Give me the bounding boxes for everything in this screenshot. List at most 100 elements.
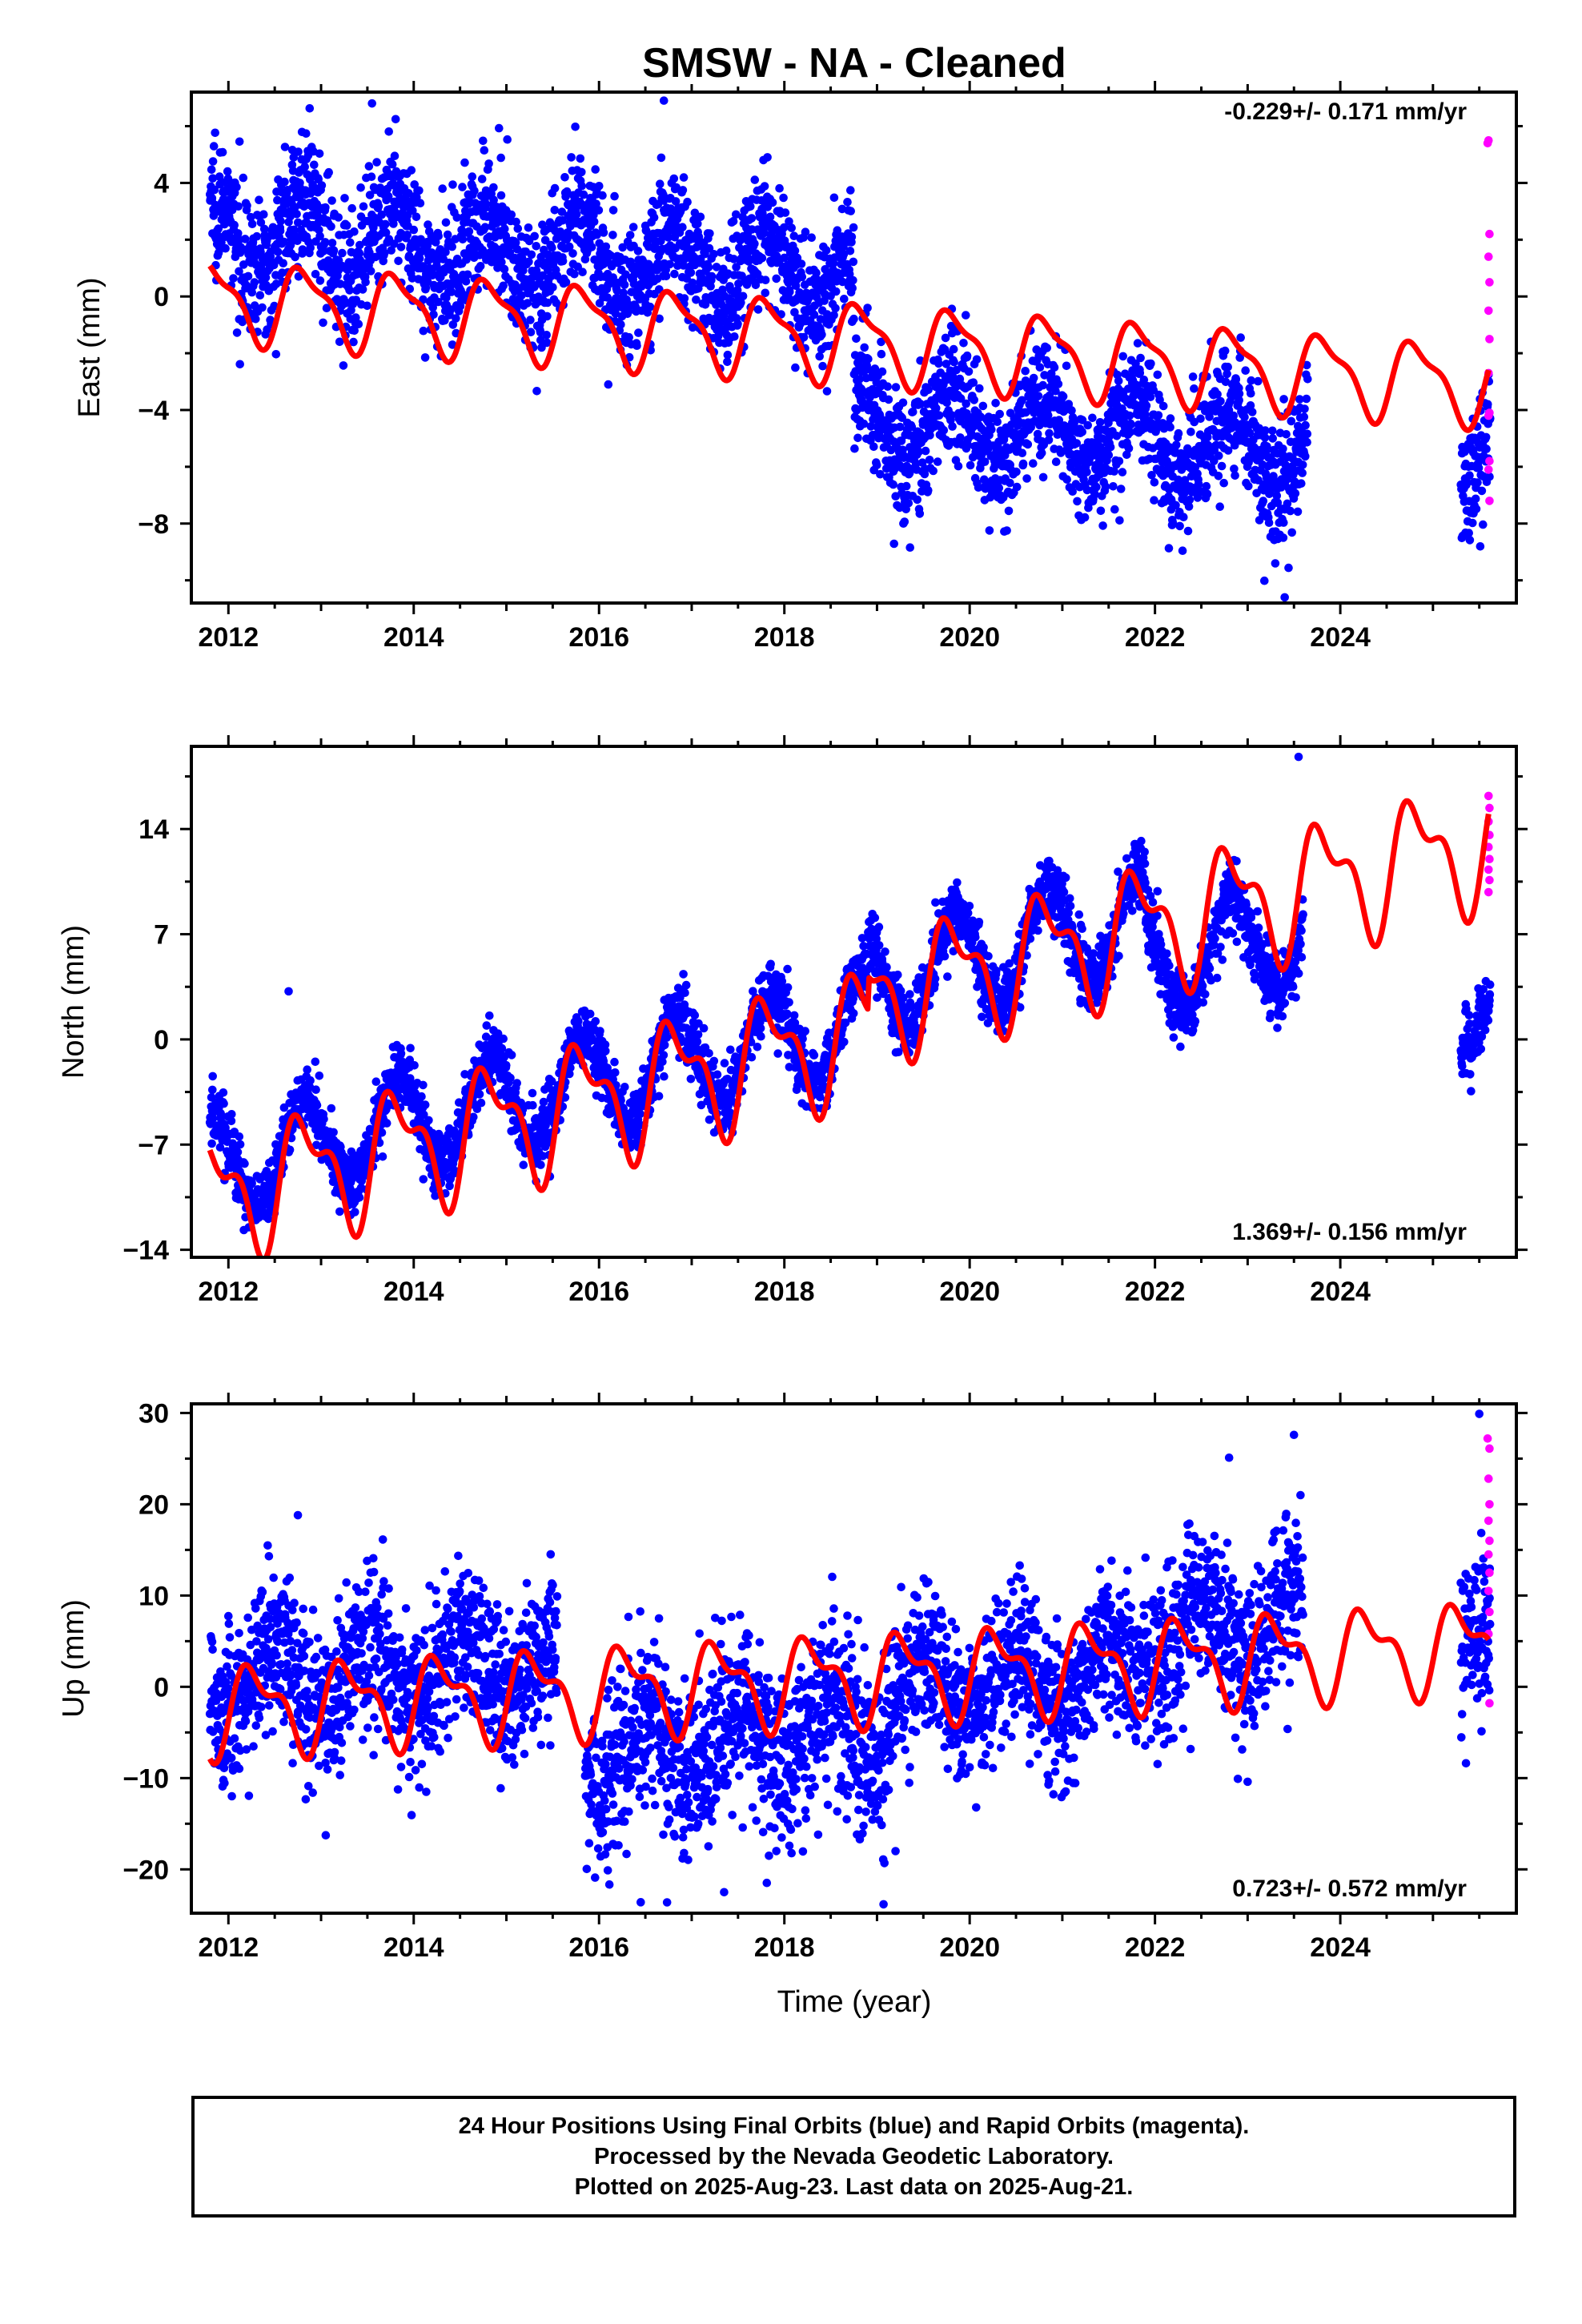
east-final-point [1168,518,1178,528]
east-final-point [345,286,354,295]
east-final-point [408,206,417,215]
north-plot-area [205,752,1495,1257]
east-final-point [480,223,490,232]
east-final-point [712,263,721,271]
east-final-point [612,286,621,296]
east-final-point [934,359,943,368]
east-final-point [849,223,858,232]
east-final-point [367,99,376,108]
east-final-point [665,259,674,269]
east-rate-label: -0.229+/- 0.171 mm/yr [1224,99,1467,125]
east-x-tick-label: 2020 [939,622,1000,653]
east-final-point [447,287,456,296]
east-final-point [497,257,506,267]
east-final-point [300,162,310,171]
east-final-point [377,210,387,219]
east-final-point [578,267,587,277]
east-final-point [448,180,457,189]
east-final-point [1172,440,1181,449]
east-final-point [929,466,938,476]
east-final-point [1260,433,1270,442]
north-final-point [208,1072,218,1081]
east-final-point [633,247,643,255]
east-final-point [1073,497,1082,506]
east-final-point [883,382,892,392]
east-final-point [570,269,579,279]
east-final-point [1150,496,1158,505]
east-final-point [775,183,784,193]
east-final-point [310,160,319,170]
east-final-point [1155,395,1164,404]
east-final-point [1147,471,1156,480]
east-final-point [513,224,523,233]
east-final-point [831,304,840,313]
east-final-point [877,367,887,376]
east-final-point [1038,380,1047,390]
east-final-point [358,285,367,294]
north-final-point [445,1181,454,1191]
north-final-point [485,1011,494,1020]
east-final-point [1245,428,1255,438]
north-final-point [311,1057,320,1067]
east-final-point [604,380,613,389]
north-final-point [507,1051,516,1059]
east-final-point [207,194,217,203]
north-final-point [512,1079,521,1088]
east-final-point [649,213,659,222]
east-final-point [315,225,323,235]
east-final-point [729,216,738,226]
north-final-point [497,1043,507,1053]
east-final-point [1115,516,1124,525]
east-final-point [294,272,303,281]
north-final-point [472,1104,482,1113]
north-final-point [329,1128,338,1137]
east-final-point [900,517,909,526]
east-final-point [852,334,861,344]
east-final-point [860,343,869,352]
east-final-point [420,353,430,362]
north-final-point [417,1092,426,1101]
east-final-point [1468,518,1477,528]
north-final-point [516,1098,525,1108]
east-final-point [412,212,421,222]
east-final-point [924,486,933,495]
east-final-point [507,210,516,219]
east-final-point [1034,392,1043,400]
east-final-point [234,229,243,238]
east-final-point [571,123,580,131]
east-final-point [286,211,295,221]
east-final-point [1178,546,1187,555]
east-final-point [558,256,568,266]
east-final-point [656,179,665,188]
east-final-point [949,344,958,354]
north-final-point [528,1100,537,1110]
east-final-point [1236,333,1245,342]
east-final-point [669,174,679,183]
east-y-axis-label: East (mm) [73,277,106,417]
east-final-point [247,287,257,297]
east-model-line [207,263,1492,433]
east-final-point [592,199,600,208]
east-final-point [962,351,972,360]
east-final-point [564,242,574,251]
east-final-point [862,361,871,370]
east-final-point [904,499,913,508]
east-final-point [1131,359,1140,368]
north-final-point [311,1085,320,1094]
east-final-point [1219,478,1228,488]
east-final-point [849,314,858,324]
east-final-point [1476,542,1485,551]
east-rapid-point [1485,335,1494,344]
east-final-point [572,210,581,219]
east-final-point [962,399,970,408]
east-final-point [969,378,978,388]
east-final-point [1223,369,1231,379]
east-final-point [1261,426,1270,435]
east-final-point [207,165,216,175]
east-final-point [1271,559,1280,568]
east-final-point [1126,428,1134,436]
east-final-point [763,153,772,162]
north-final-point [548,1076,556,1086]
east-final-point [1068,487,1077,496]
east-final-point [387,159,397,169]
